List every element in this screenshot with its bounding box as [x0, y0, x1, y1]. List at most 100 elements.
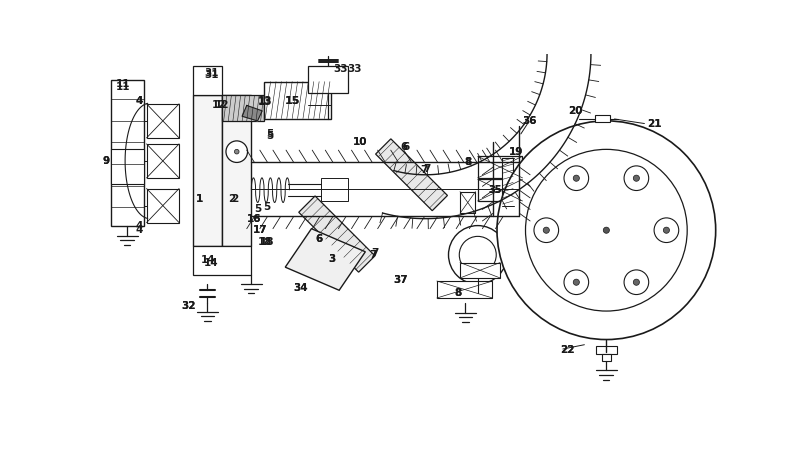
Text: 35: 35 — [488, 185, 502, 195]
Text: 4: 4 — [135, 225, 142, 235]
Text: 11: 11 — [116, 79, 130, 89]
Text: 8: 8 — [454, 288, 462, 298]
Circle shape — [526, 150, 687, 311]
Text: 22: 22 — [561, 344, 575, 355]
Circle shape — [624, 270, 649, 295]
Polygon shape — [286, 229, 366, 290]
Circle shape — [574, 279, 579, 285]
Circle shape — [603, 227, 610, 233]
Bar — [460, 263, 500, 278]
Text: 7: 7 — [372, 248, 379, 258]
Text: 15: 15 — [285, 96, 300, 106]
Text: 10: 10 — [353, 136, 367, 147]
Text: 35: 35 — [488, 185, 502, 195]
Text: 14: 14 — [204, 258, 218, 268]
Text: 36: 36 — [522, 116, 537, 126]
Bar — [502, 158, 513, 206]
Bar — [193, 246, 251, 275]
Text: 6: 6 — [402, 142, 410, 152]
Text: 7: 7 — [420, 165, 427, 175]
Text: 1: 1 — [196, 194, 203, 204]
Text: 4: 4 — [135, 96, 142, 106]
Text: 15: 15 — [285, 96, 300, 106]
Text: 6: 6 — [315, 234, 322, 244]
Text: 34: 34 — [294, 283, 308, 293]
Bar — [437, 281, 492, 298]
Text: 3: 3 — [328, 255, 335, 264]
Circle shape — [654, 218, 678, 242]
Text: 21: 21 — [648, 119, 662, 129]
Circle shape — [449, 225, 507, 284]
Circle shape — [534, 218, 558, 242]
Circle shape — [624, 166, 649, 190]
Text: 4: 4 — [135, 96, 142, 106]
Polygon shape — [376, 139, 447, 211]
Text: 3: 3 — [328, 255, 335, 264]
Text: 5: 5 — [266, 131, 274, 141]
Circle shape — [497, 121, 716, 339]
Text: 18: 18 — [259, 237, 274, 247]
Text: 16: 16 — [247, 214, 262, 224]
Text: 1: 1 — [196, 194, 203, 204]
Text: 36: 36 — [522, 116, 537, 126]
Text: 32: 32 — [181, 301, 195, 311]
Bar — [193, 96, 222, 246]
Text: 7: 7 — [423, 163, 430, 174]
Polygon shape — [298, 196, 375, 272]
Bar — [595, 347, 617, 354]
Text: 6: 6 — [400, 142, 407, 152]
Text: 34: 34 — [294, 283, 308, 293]
Circle shape — [634, 175, 639, 181]
Circle shape — [564, 270, 589, 295]
Text: 14: 14 — [201, 255, 215, 265]
Bar — [111, 80, 143, 226]
Text: 11: 11 — [116, 82, 130, 92]
Text: 8: 8 — [464, 158, 471, 167]
Text: 7: 7 — [370, 250, 377, 260]
Text: 18: 18 — [258, 237, 273, 247]
Text: 9: 9 — [102, 156, 110, 166]
Bar — [146, 104, 179, 138]
Bar — [594, 114, 610, 123]
Text: 5: 5 — [263, 202, 270, 212]
Circle shape — [459, 236, 496, 273]
Text: 33: 33 — [334, 63, 348, 74]
Bar — [478, 180, 522, 201]
Text: 32: 32 — [181, 301, 195, 311]
Bar — [222, 96, 265, 121]
Text: 19: 19 — [509, 147, 523, 157]
Text: 20: 20 — [568, 106, 582, 116]
Text: 17: 17 — [254, 225, 268, 235]
Bar — [460, 192, 475, 213]
Text: 5: 5 — [254, 204, 261, 214]
Text: 37: 37 — [394, 275, 408, 285]
Circle shape — [226, 141, 247, 163]
Polygon shape — [242, 106, 262, 121]
Text: 33: 33 — [347, 63, 362, 74]
Bar — [193, 66, 222, 96]
Text: 13: 13 — [258, 96, 273, 106]
Bar — [222, 96, 251, 246]
Text: 8: 8 — [464, 158, 471, 167]
Text: 10: 10 — [353, 136, 367, 147]
Text: 5: 5 — [266, 129, 274, 139]
Text: 21: 21 — [648, 119, 662, 129]
Text: 12: 12 — [212, 101, 226, 110]
Bar — [146, 144, 179, 178]
Circle shape — [663, 227, 670, 233]
Bar — [111, 150, 143, 184]
Bar — [602, 354, 611, 361]
Circle shape — [234, 150, 239, 154]
Text: 22: 22 — [561, 344, 575, 355]
Text: 4: 4 — [135, 221, 142, 231]
Bar — [146, 189, 179, 223]
Text: 16: 16 — [247, 214, 262, 224]
Bar — [322, 178, 349, 201]
Bar — [264, 82, 331, 119]
Text: 37: 37 — [394, 275, 408, 285]
Bar — [308, 66, 349, 93]
Circle shape — [634, 279, 639, 285]
Text: 20: 20 — [568, 106, 582, 116]
Text: 17: 17 — [253, 225, 267, 235]
Text: 12: 12 — [215, 101, 230, 110]
